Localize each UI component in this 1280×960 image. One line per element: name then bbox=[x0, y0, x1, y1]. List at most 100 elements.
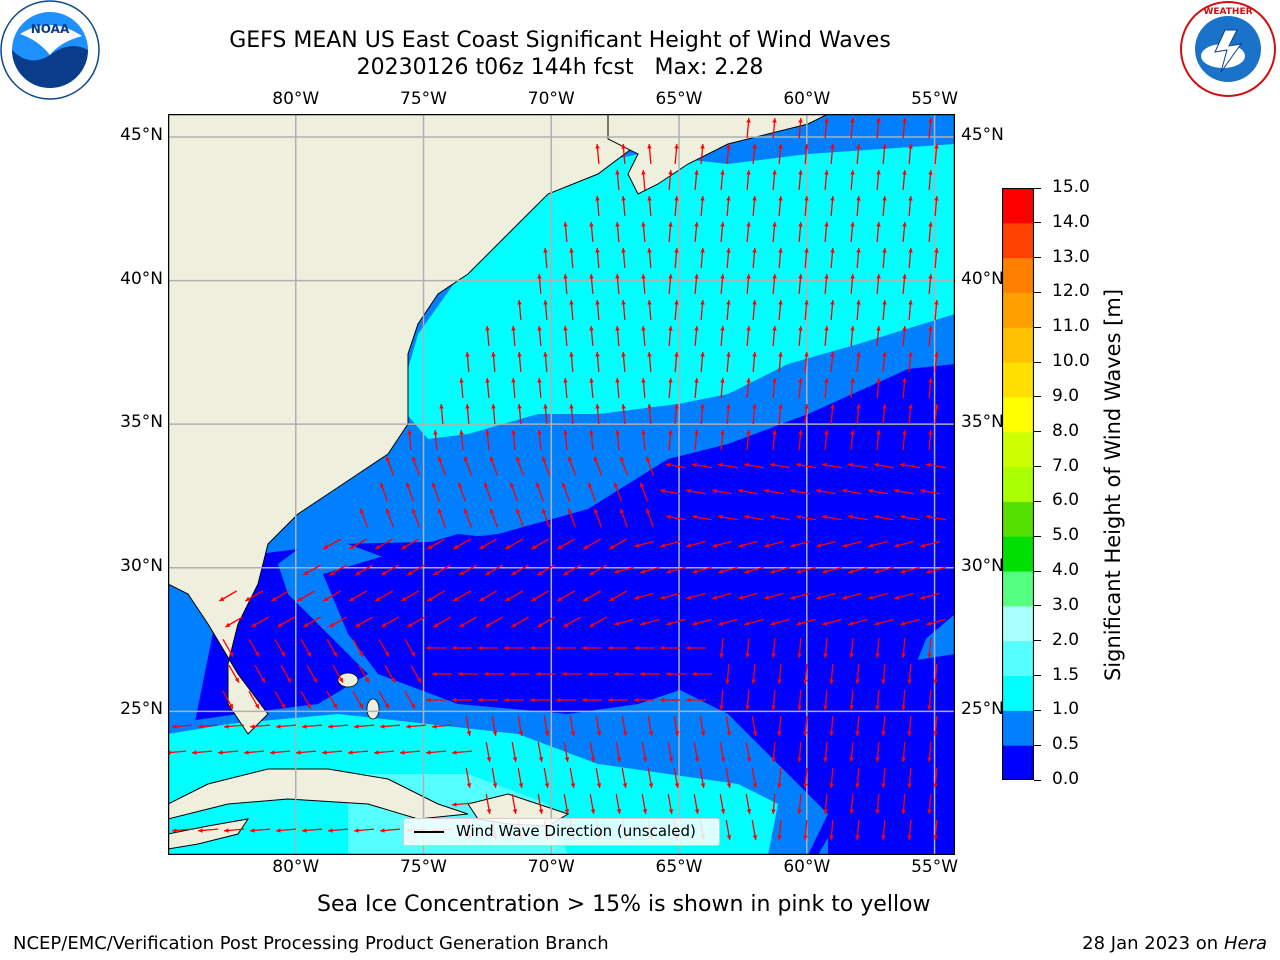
colorbar-segment bbox=[1002, 501, 1034, 537]
lon-tick-label-bottom: 60°W bbox=[783, 857, 831, 877]
direction-arrow bbox=[875, 689, 880, 711]
direction-arrow bbox=[666, 462, 686, 469]
direction-arrow bbox=[274, 691, 286, 709]
colorbar-tick-mark bbox=[1034, 431, 1041, 433]
colorbar-tick-mark bbox=[1034, 257, 1041, 259]
lon-tick-label-top: 55°W bbox=[911, 89, 959, 109]
direction-arrow bbox=[543, 351, 548, 373]
direction-arrow bbox=[855, 663, 860, 685]
direction-arrow bbox=[543, 299, 548, 321]
direction-arrow bbox=[692, 618, 712, 626]
direction-arrow bbox=[634, 697, 654, 703]
direction-arrow bbox=[823, 689, 828, 711]
direction-arrow bbox=[485, 564, 503, 576]
direction-arrow bbox=[641, 794, 648, 814]
direction-arrow bbox=[191, 750, 213, 755]
direction-arrow bbox=[621, 403, 626, 425]
direction-arrow bbox=[829, 767, 834, 789]
direction-arrow bbox=[900, 462, 920, 469]
direction-arrow bbox=[275, 828, 297, 833]
direction-arrow bbox=[405, 482, 415, 502]
direction-arrow bbox=[639, 482, 649, 502]
direction-arrow bbox=[557, 590, 575, 602]
direction-arrow bbox=[615, 742, 622, 762]
direction-arrow bbox=[505, 590, 523, 602]
direction-arrow bbox=[692, 671, 712, 677]
direction-arrow bbox=[411, 508, 421, 528]
direction-arrow bbox=[894, 488, 914, 495]
direction-arrow bbox=[641, 169, 646, 191]
direction-arrow bbox=[384, 665, 396, 683]
direction-arrow bbox=[621, 351, 626, 373]
colorbar-segment bbox=[1002, 188, 1034, 224]
direction-arrow bbox=[595, 195, 600, 217]
wave-band-0.0-0.5-east bbox=[828, 654, 955, 855]
direction-arrow bbox=[404, 639, 416, 657]
colorbar-segment bbox=[1002, 675, 1034, 711]
direction-arrow bbox=[693, 794, 700, 814]
direction-arrow bbox=[614, 671, 634, 677]
direction-arrow bbox=[797, 689, 802, 711]
direction-arrow bbox=[465, 768, 472, 788]
direction-arrow bbox=[427, 538, 445, 550]
direction-arrow bbox=[457, 482, 467, 502]
direction-arrow bbox=[798, 377, 803, 399]
direction-arrow bbox=[875, 793, 880, 815]
lon-tick-label-top: 60°W bbox=[783, 89, 831, 109]
direction-arrow bbox=[332, 665, 344, 683]
direction-arrow bbox=[746, 221, 751, 243]
direction-arrow bbox=[822, 514, 842, 521]
direction-arrow bbox=[674, 403, 679, 425]
direction-arrow bbox=[323, 590, 341, 602]
direction-arrow bbox=[777, 663, 782, 685]
direction-arrow bbox=[375, 538, 393, 550]
direction-arrow bbox=[720, 221, 725, 243]
direction-arrow bbox=[375, 590, 393, 602]
direction-arrow bbox=[700, 247, 705, 269]
direction-arrow bbox=[934, 403, 939, 425]
direction-arrow bbox=[829, 715, 834, 737]
direction-arrow bbox=[719, 637, 724, 659]
direction-arrow bbox=[589, 742, 596, 762]
direction-arrow bbox=[751, 820, 758, 840]
direction-arrow bbox=[725, 820, 732, 840]
colorbar-segment bbox=[1002, 327, 1034, 363]
direction-arrow bbox=[197, 828, 219, 833]
colorbar-tick-mark bbox=[1034, 500, 1041, 502]
direction-arrow bbox=[746, 429, 751, 451]
direction-arrow bbox=[803, 663, 808, 685]
direction-arrow bbox=[537, 429, 542, 451]
direction-arrow bbox=[876, 325, 881, 347]
sea-ice-note: Sea Ice Concentration > 15% is shown in … bbox=[317, 892, 931, 917]
direction-arrow bbox=[686, 697, 706, 703]
direction-arrow bbox=[927, 793, 932, 815]
direction-arrow bbox=[830, 247, 835, 269]
direction-arrow bbox=[901, 793, 906, 815]
direction-arrow bbox=[712, 592, 732, 600]
footer-date: 28 Jan 2023 on bbox=[1082, 933, 1224, 954]
direction-arrow bbox=[908, 299, 913, 321]
direction-arrow bbox=[900, 514, 920, 521]
direction-arrow bbox=[694, 273, 699, 295]
direction-arrow bbox=[901, 689, 906, 711]
direction-arrow bbox=[222, 691, 234, 709]
direction-arrow bbox=[589, 325, 594, 347]
direction-arrow bbox=[660, 645, 680, 651]
direction-arrow bbox=[928, 221, 933, 243]
direction-arrow bbox=[249, 724, 271, 729]
direction-arrow bbox=[452, 697, 472, 703]
direction-arrow bbox=[517, 768, 524, 788]
direction-arrow bbox=[726, 299, 731, 321]
direction-arrow bbox=[583, 590, 601, 602]
direction-arrow bbox=[426, 697, 446, 703]
direction-arrow bbox=[822, 566, 842, 574]
direction-arrow bbox=[752, 299, 757, 321]
direction-arrow bbox=[850, 273, 855, 295]
direction-arrow bbox=[934, 143, 939, 165]
direction-arrow bbox=[556, 697, 576, 703]
direction-arrow bbox=[431, 724, 453, 729]
direction-arrow bbox=[745, 742, 752, 762]
direction-arrow bbox=[478, 697, 498, 703]
direction-arrow bbox=[926, 514, 946, 521]
direction-arrow bbox=[850, 429, 855, 451]
